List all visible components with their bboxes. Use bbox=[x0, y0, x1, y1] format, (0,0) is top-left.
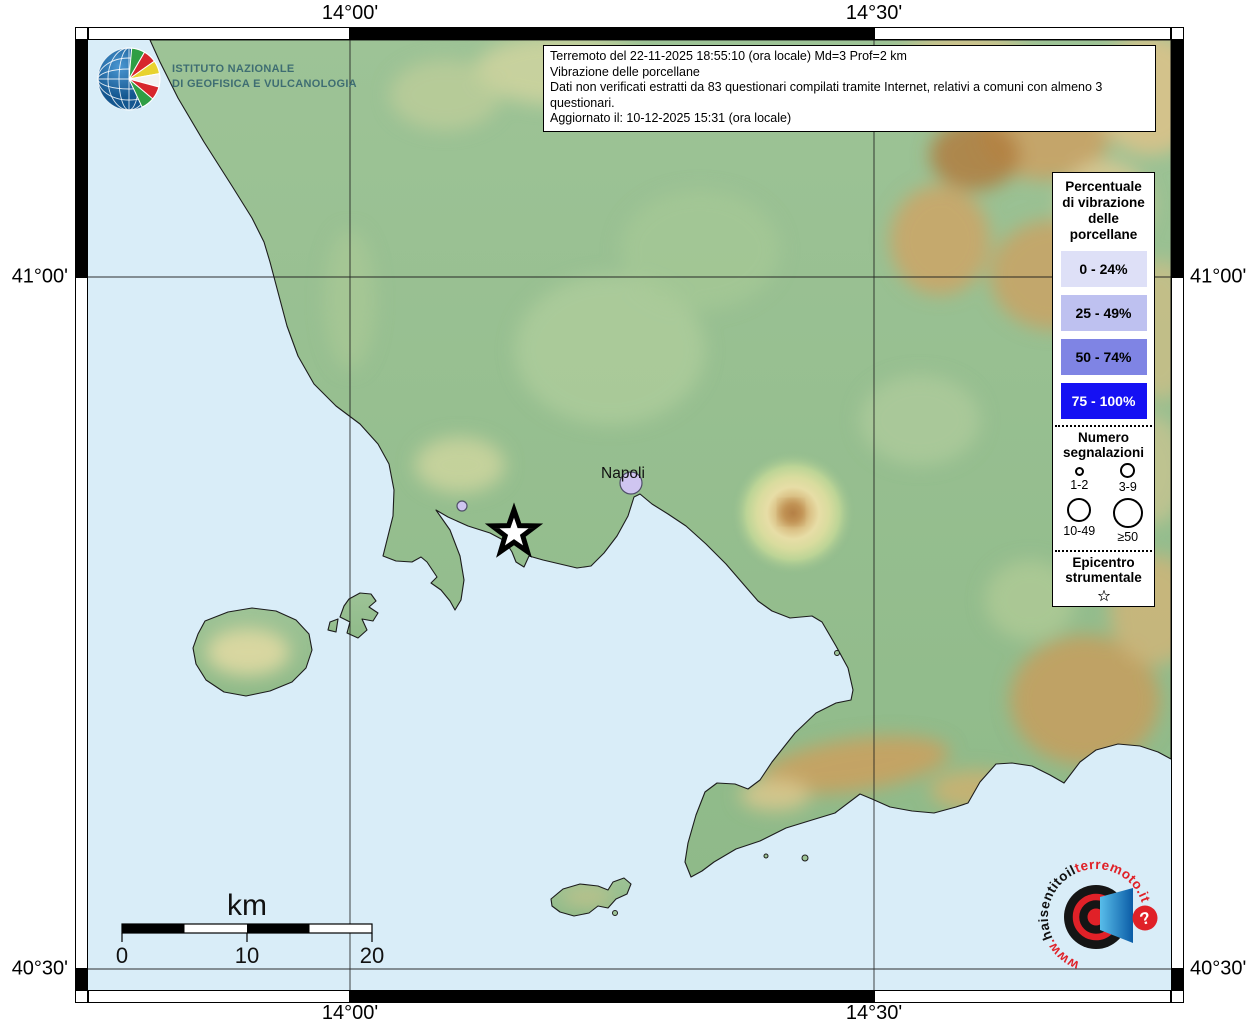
logo-question-mark: ? bbox=[1138, 908, 1153, 929]
frame-band bbox=[350, 990, 874, 1003]
frame-corner bbox=[1171, 27, 1184, 40]
lat-label-left-south: 40°30' bbox=[11, 957, 68, 980]
frame-band bbox=[88, 27, 350, 40]
legend-swatch-50-74: 50 - 74% bbox=[1060, 339, 1147, 375]
count-circle-icon bbox=[1112, 498, 1143, 528]
count-circle-icon bbox=[1120, 463, 1136, 478]
lon-label-top-east: 14°30' bbox=[845, 2, 903, 24]
count-class-1-2: 1-2 bbox=[1055, 462, 1104, 494]
frame-band bbox=[350, 27, 874, 40]
count-circle-icon bbox=[1067, 498, 1092, 522]
legend-divider bbox=[1055, 425, 1152, 427]
ingv-globe-icon bbox=[97, 47, 161, 111]
count-class-50plus: ≥50 bbox=[1104, 494, 1153, 544]
logo-question-badge bbox=[1132, 905, 1158, 931]
epicenter-star bbox=[484, 502, 544, 558]
frame-band bbox=[75, 969, 88, 990]
legend-swatch-75-100: 75 - 100% bbox=[1060, 383, 1147, 419]
count-class-10-49: 10-49 bbox=[1055, 494, 1104, 544]
ingv-name: ISTITUTO NAZIONALE DI GEOFISICA E VULCAN… bbox=[172, 62, 357, 92]
legend-swatch-25-49: 25 - 49% bbox=[1060, 295, 1147, 331]
legend-panel: Percentuale di vibrazione delle porcella… bbox=[1052, 172, 1155, 607]
lon-label-top-west: 14°00' bbox=[321, 2, 379, 24]
legend-percent-title: Percentuale bbox=[1065, 179, 1142, 194]
frame-corner bbox=[75, 27, 88, 40]
event-info-box: Terremoto del 22-11-2025 18:55:10 (ora l… bbox=[543, 45, 1156, 132]
report-circle-small bbox=[456, 500, 468, 512]
scale-bar-unit: km bbox=[227, 889, 267, 922]
event-effect-line: Vibrazione delle porcellane bbox=[550, 64, 700, 79]
svg-text:10: 10 bbox=[235, 943, 259, 968]
svg-text:20: 20 bbox=[360, 943, 384, 968]
legend-swatches: 0 - 24% 25 - 49% 50 - 74% 75 - 100% bbox=[1060, 251, 1147, 419]
frame-band bbox=[874, 27, 1171, 40]
frame-band bbox=[1171, 277, 1184, 969]
frame-corner bbox=[75, 990, 88, 1003]
graticule bbox=[88, 40, 1171, 990]
ingv-name-line2: DI GEOFISICA E VULCANOLOGIA bbox=[172, 78, 357, 90]
frame-band bbox=[1171, 969, 1184, 990]
map-canvas: Napoli km 0 10 20 bbox=[88, 40, 1171, 990]
frame-corner bbox=[1171, 990, 1184, 1003]
ingv-logo: ISTITUTO NAZIONALE DI GEOFISICA E VULCAN… bbox=[94, 45, 434, 115]
event-updated-line: Aggiornato il: 10-12-2025 15:31 (ora loc… bbox=[550, 111, 792, 125]
lon-label-bottom-west: 14°00' bbox=[321, 1002, 379, 1024]
islets bbox=[612, 650, 840, 916]
count-circle-icon bbox=[1074, 467, 1084, 476]
ingv-name-line1: ISTITUTO NAZIONALE bbox=[172, 63, 295, 75]
legend-divider bbox=[1055, 550, 1152, 552]
frame-band bbox=[88, 990, 350, 1003]
svg-text:0: 0 bbox=[116, 943, 128, 968]
event-summary-line: Terremoto del 22-11-2025 18:55:10 (ora l… bbox=[550, 49, 907, 63]
lat-label-right-north: 41°00' bbox=[1190, 265, 1247, 288]
event-source-line: Dati non verificati estratti da 83 quest… bbox=[550, 80, 1103, 110]
legend-epicenter-title: Epicentro bbox=[1072, 555, 1135, 570]
legend-count-classes: 1-2 3-9 10-49 ≥50 bbox=[1055, 462, 1152, 544]
scale-bar: km 0 10 20 bbox=[116, 889, 384, 968]
lat-label-right-south: 40°30' bbox=[1190, 957, 1247, 980]
logo-megaphone-icon bbox=[1100, 888, 1133, 943]
lon-label-bottom-east: 14°30' bbox=[845, 1002, 903, 1024]
epicenter-star-icon bbox=[1097, 590, 1110, 602]
count-class-3-9: 3-9 bbox=[1104, 462, 1153, 494]
frame-band bbox=[75, 277, 88, 969]
city-label-napoli: Napoli bbox=[601, 465, 645, 482]
frame-band bbox=[75, 40, 88, 277]
report-circle-napoli bbox=[619, 471, 643, 495]
frame-band bbox=[874, 990, 1171, 1003]
legend-swatch-0-24: 0 - 24% bbox=[1060, 251, 1147, 287]
frame-band bbox=[1171, 40, 1184, 277]
legend-count-title: Numero bbox=[1077, 430, 1129, 445]
lat-label-left-north: 41°00' bbox=[11, 265, 68, 288]
